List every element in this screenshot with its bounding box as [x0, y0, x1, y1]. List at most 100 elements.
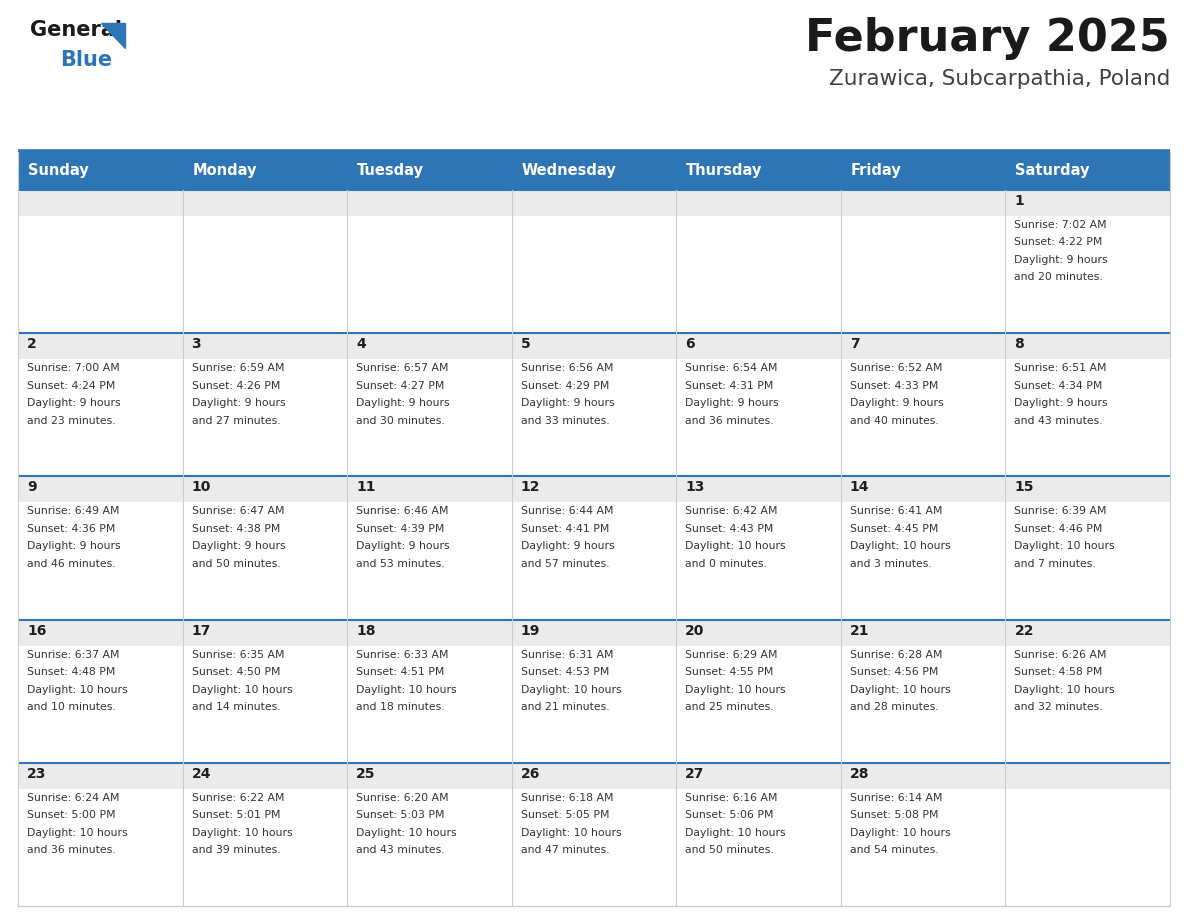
Text: Sunrise: 6:59 AM: Sunrise: 6:59 AM [191, 364, 284, 374]
Bar [841, 333, 1005, 359]
Text: 27: 27 [685, 767, 704, 781]
Text: Sunset: 5:06 PM: Sunset: 5:06 PM [685, 811, 773, 821]
Text: Sunrise: 6:46 AM: Sunrise: 6:46 AM [356, 507, 449, 517]
Text: 20: 20 [685, 623, 704, 638]
Bar [183, 620, 347, 645]
Bar [347, 645, 512, 763]
Text: 22: 22 [1015, 623, 1034, 638]
Bar [1005, 216, 1170, 333]
Text: Sunset: 5:05 PM: Sunset: 5:05 PM [520, 811, 609, 821]
Text: Sunrise: 6:33 AM: Sunrise: 6:33 AM [356, 650, 449, 660]
Text: Daylight: 10 hours: Daylight: 10 hours [520, 685, 621, 695]
Bar [1005, 620, 1170, 645]
Bar [183, 152, 347, 190]
Text: Sunrise: 6:29 AM: Sunrise: 6:29 AM [685, 650, 778, 660]
Text: Daylight: 10 hours: Daylight: 10 hours [849, 685, 950, 695]
Text: and 23 minutes.: and 23 minutes. [27, 416, 115, 426]
Text: and 36 minutes.: and 36 minutes. [27, 845, 115, 856]
Bar [676, 359, 841, 476]
Text: and 40 minutes.: and 40 minutes. [849, 416, 939, 426]
Text: Sunset: 5:00 PM: Sunset: 5:00 PM [27, 811, 115, 821]
Text: Daylight: 9 hours: Daylight: 9 hours [191, 542, 285, 552]
Bar [183, 476, 347, 502]
Text: Daylight: 9 hours: Daylight: 9 hours [1015, 398, 1108, 409]
Text: 3: 3 [191, 337, 201, 352]
Bar [18, 620, 183, 645]
Text: 21: 21 [849, 623, 870, 638]
Bar [676, 190, 841, 216]
Text: Daylight: 9 hours: Daylight: 9 hours [27, 398, 121, 409]
Text: Daylight: 9 hours: Daylight: 9 hours [191, 398, 285, 409]
Text: Sunrise: 6:47 AM: Sunrise: 6:47 AM [191, 507, 284, 517]
Text: 25: 25 [356, 767, 375, 781]
Text: 2: 2 [27, 337, 37, 352]
Bar [18, 359, 183, 476]
Text: Sunrise: 6:51 AM: Sunrise: 6:51 AM [1015, 364, 1107, 374]
Text: Daylight: 9 hours: Daylight: 9 hours [356, 398, 450, 409]
Text: and 47 minutes.: and 47 minutes. [520, 845, 609, 856]
Text: Sunset: 4:24 PM: Sunset: 4:24 PM [27, 381, 115, 391]
Bar [512, 190, 676, 216]
Text: 13: 13 [685, 480, 704, 495]
Bar [1005, 190, 1170, 216]
Text: and 14 minutes.: and 14 minutes. [191, 702, 280, 712]
Text: Sunrise: 6:54 AM: Sunrise: 6:54 AM [685, 364, 778, 374]
Bar [347, 333, 512, 359]
Text: Daylight: 10 hours: Daylight: 10 hours [849, 542, 950, 552]
Bar [183, 190, 347, 216]
Bar [841, 216, 1005, 333]
Text: Wednesday: Wednesday [522, 163, 617, 178]
Text: and 46 minutes.: and 46 minutes. [27, 559, 115, 569]
Bar [841, 645, 1005, 763]
Text: Sunset: 4:27 PM: Sunset: 4:27 PM [356, 381, 444, 391]
Text: Sunrise: 7:00 AM: Sunrise: 7:00 AM [27, 364, 120, 374]
Bar [512, 216, 676, 333]
Text: and 43 minutes.: and 43 minutes. [356, 845, 444, 856]
Text: Sunrise: 7:02 AM: Sunrise: 7:02 AM [1015, 220, 1107, 230]
Text: and 21 minutes.: and 21 minutes. [520, 702, 609, 712]
Text: 17: 17 [191, 623, 211, 638]
Text: Sunrise: 6:24 AM: Sunrise: 6:24 AM [27, 793, 120, 803]
Bar [512, 333, 676, 359]
Text: 8: 8 [1015, 337, 1024, 352]
Text: 23: 23 [27, 767, 46, 781]
Text: 10: 10 [191, 480, 211, 495]
Text: Daylight: 10 hours: Daylight: 10 hours [1015, 685, 1116, 695]
Bar [183, 645, 347, 763]
Text: and 10 minutes.: and 10 minutes. [27, 702, 115, 712]
Text: 18: 18 [356, 623, 375, 638]
Bar [183, 502, 347, 620]
Text: Sunrise: 6:42 AM: Sunrise: 6:42 AM [685, 507, 778, 517]
Text: Sunset: 4:58 PM: Sunset: 4:58 PM [1015, 667, 1102, 677]
Text: Zurawica, Subcarpathia, Poland: Zurawica, Subcarpathia, Poland [828, 69, 1170, 89]
Bar [841, 190, 1005, 216]
Text: and 32 minutes.: and 32 minutes. [1015, 702, 1102, 712]
Bar [512, 152, 676, 190]
Bar [1005, 645, 1170, 763]
Text: and 57 minutes.: and 57 minutes. [520, 559, 609, 569]
Text: Sunset: 4:45 PM: Sunset: 4:45 PM [849, 524, 939, 534]
Text: Sunset: 4:29 PM: Sunset: 4:29 PM [520, 381, 609, 391]
Bar [841, 620, 1005, 645]
Text: Sunset: 4:33 PM: Sunset: 4:33 PM [849, 381, 939, 391]
Bar [676, 789, 841, 906]
Text: Sunset: 4:41 PM: Sunset: 4:41 PM [520, 524, 609, 534]
Bar [18, 216, 183, 333]
Bar [347, 620, 512, 645]
Text: Daylight: 9 hours: Daylight: 9 hours [520, 398, 614, 409]
Text: 5: 5 [520, 337, 531, 352]
Text: and 28 minutes.: and 28 minutes. [849, 702, 939, 712]
Text: 4: 4 [356, 337, 366, 352]
Text: 26: 26 [520, 767, 541, 781]
Text: Daylight: 10 hours: Daylight: 10 hours [356, 828, 456, 838]
Bar [676, 620, 841, 645]
Text: 9: 9 [27, 480, 37, 495]
Text: Sunset: 4:22 PM: Sunset: 4:22 PM [1015, 238, 1102, 248]
Bar [18, 789, 183, 906]
Bar [841, 789, 1005, 906]
Text: 12: 12 [520, 480, 541, 495]
Bar [347, 152, 512, 190]
Bar [676, 502, 841, 620]
Text: Sunrise: 6:18 AM: Sunrise: 6:18 AM [520, 793, 613, 803]
Text: Sunrise: 6:57 AM: Sunrise: 6:57 AM [356, 364, 449, 374]
